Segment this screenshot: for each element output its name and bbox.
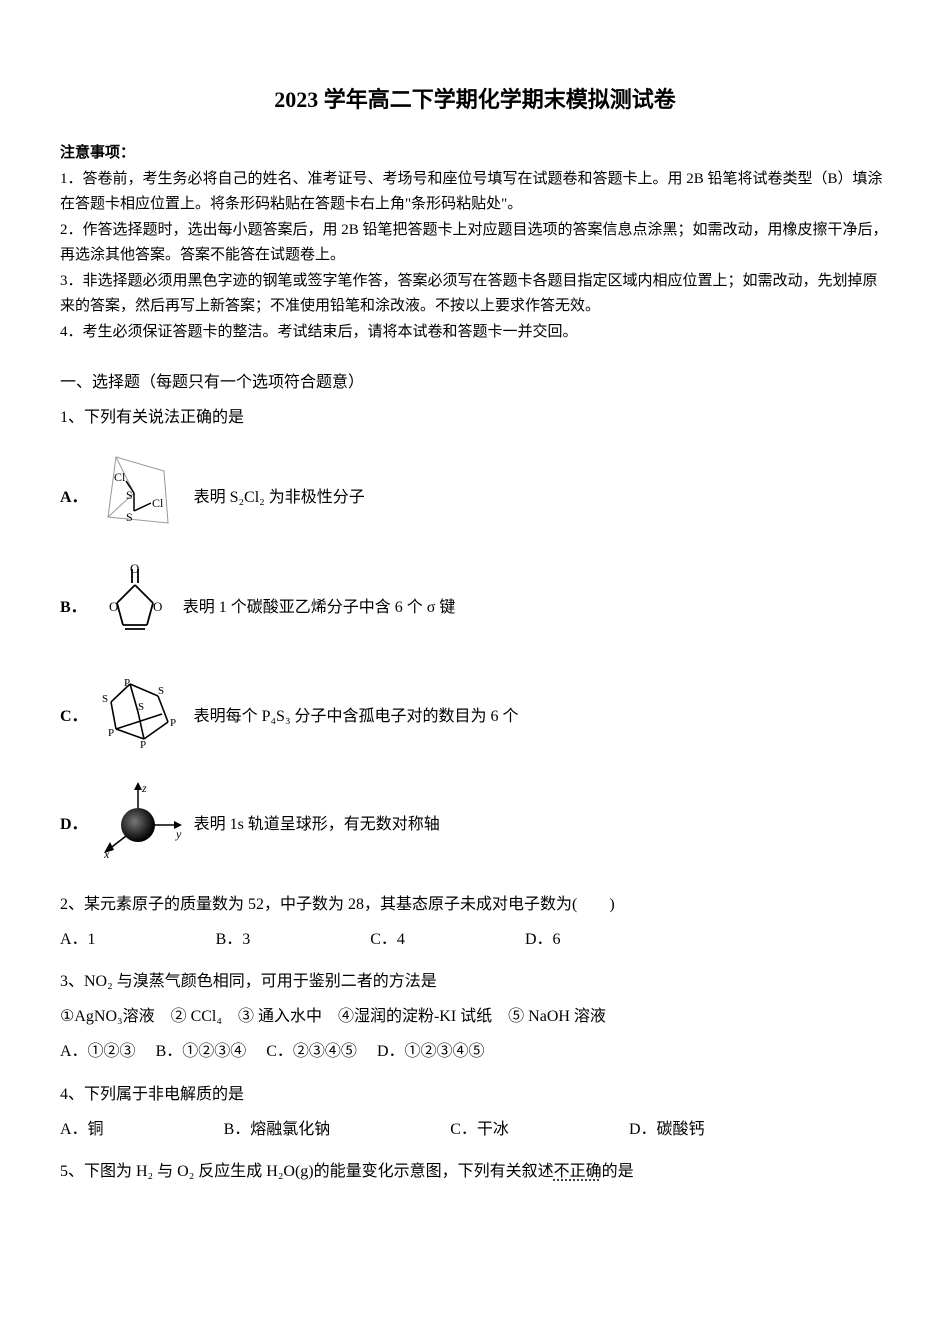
svg-text:P: P bbox=[124, 677, 130, 689]
q1-d-text: 表明 1s 轨道呈球形，有无数对称轴 bbox=[194, 811, 440, 840]
q1-a-label: A． bbox=[60, 484, 88, 513]
notice-header: 注意事项： bbox=[60, 140, 890, 167]
q3-sub: ①AgNO₃溶液 ② CCl₄ ③ 通入水中 ④湿润的淀粉-KI 试纸 ⑤ Na… bbox=[60, 1003, 890, 1032]
svg-text:S: S bbox=[138, 701, 144, 713]
q2-choice-c: C．4 bbox=[370, 926, 405, 955]
q4-choice-c: C．干冰 bbox=[450, 1116, 509, 1145]
notice-item-2: 2．作答选择题时，选出每小题答案后，用 2B 铅笔把答题卡上对应题目选项的答案信… bbox=[60, 218, 890, 269]
q2-choice-b: B．3 bbox=[216, 926, 251, 955]
q1-a-text: 表明 S₂Cl₂ 为非极性分子 bbox=[194, 484, 365, 513]
q4-choice-a: A．铜 bbox=[60, 1116, 104, 1145]
q1-d-label: D． bbox=[60, 811, 88, 840]
svg-text:S: S bbox=[126, 510, 133, 524]
svg-text:O: O bbox=[130, 563, 139, 576]
svg-text:S: S bbox=[126, 488, 133, 502]
q3-stem: 3、NO₂ 与溴蒸气颜色相同，可用于鉴别二者的方法是 bbox=[60, 968, 890, 997]
q1-c-label: C． bbox=[60, 703, 88, 732]
q3-choice-b: B．①②③④ bbox=[156, 1038, 247, 1067]
notice-item-3: 3．非选择题必须用黑色字迹的钢笔或签字笔作答，答案必须写在答题卡各题目指定区域内… bbox=[60, 269, 890, 320]
q5-stem-pre: 5、下图为 H₂ 与 O₂ 反应生成 H₂O(g)的能量变化示意图，下列有关叙述 bbox=[60, 1163, 554, 1180]
svg-text:O: O bbox=[153, 599, 162, 614]
q1-d-diagram-1s-orbital: z y x bbox=[96, 780, 186, 871]
svg-text:S: S bbox=[102, 693, 108, 705]
svg-text:z: z bbox=[141, 781, 147, 795]
q3-choices: A．①②③ B．①②③④ C．②③④⑤ D．①②③④⑤ bbox=[60, 1038, 890, 1067]
svg-text:S: S bbox=[158, 685, 164, 697]
q3-choice-a: A．①②③ bbox=[60, 1038, 136, 1067]
svg-text:P: P bbox=[170, 717, 176, 729]
q4-choice-d: D．碳酸钙 bbox=[629, 1116, 705, 1145]
q1-c-text: 表明每个 P₄S₃ 分子中含孤电子对的数目为 6 个 bbox=[194, 703, 519, 732]
q1-c-diagram-p4s3: P S S S P P P bbox=[96, 674, 186, 760]
q5-stem-post: 的是 bbox=[602, 1163, 634, 1180]
svg-text:O: O bbox=[109, 599, 118, 614]
q4-choices: A．铜 B．熔融氯化钠 C．干冰 D．碳酸钙 bbox=[60, 1116, 890, 1145]
q4-choice-b: B．熔融氯化钠 bbox=[224, 1116, 331, 1145]
q3-choice-c: C．②③④⑤ bbox=[266, 1038, 357, 1067]
q1-b-label: B． bbox=[60, 594, 87, 623]
q1-option-d: D． z y x 表明 1s 轨道呈球形，有无数对称轴 bbox=[60, 780, 890, 871]
q2-stem: 2、某元素原子的质量数为 52，中子数为 28，其基态原子未成对电子数为( ) bbox=[60, 891, 890, 920]
svg-text:x: x bbox=[103, 847, 110, 860]
section-1-header: 一、选择题（每题只有一个选项符合题意） bbox=[60, 369, 890, 398]
q3-choice-d: D．①②③④⑤ bbox=[377, 1038, 485, 1067]
q1-option-a: A． Cl S S Cl 表明 S₂Cl₂ 为非极性分子 bbox=[60, 453, 890, 544]
q1-b-diagram-vinylene-carbonate: O O O bbox=[95, 563, 175, 654]
q1-a-diagram-s2cl2: Cl S S Cl bbox=[96, 453, 186, 544]
page-title: 2023 学年高二下学期化学期末模拟测试卷 bbox=[60, 80, 890, 120]
notice-item-1: 1．答卷前，考生务必将自己的姓名、准考证号、考场号和座位号填写在试题卷和答题卡上… bbox=[60, 167, 890, 218]
svg-text:Cl: Cl bbox=[114, 470, 126, 484]
q2-choice-a: A．1 bbox=[60, 926, 96, 955]
svg-text:P: P bbox=[108, 727, 114, 739]
q1-b-text: 表明 1 个碳酸亚乙烯分子中含 6 个 σ 键 bbox=[183, 594, 456, 623]
q5-stem-neg: 不正确 bbox=[554, 1163, 602, 1180]
svg-text:P: P bbox=[140, 739, 146, 749]
q4-stem: 4、下列属于非电解质的是 bbox=[60, 1081, 890, 1110]
q1-stem: 1、下列有关说法正确的是 bbox=[60, 404, 890, 433]
notice-item-4: 4．考生必须保证答题卡的整洁。考试结束后，请将本试卷和答题卡一并交回。 bbox=[60, 320, 890, 346]
svg-text:Cl: Cl bbox=[152, 496, 164, 510]
q1-option-b: B． O O O 表明 1 个碳酸亚乙烯分子中含 6 个 σ 键 bbox=[60, 563, 890, 654]
q2-choice-d: D．6 bbox=[525, 926, 561, 955]
svg-text:y: y bbox=[175, 827, 182, 841]
q5-stem: 5、下图为 H₂ 与 O₂ 反应生成 H₂O(g)的能量变化示意图，下列有关叙述… bbox=[60, 1158, 890, 1187]
q1-option-c: C． P S S S P P P 表明每个 P₄S₃ 分子中含孤电子对的数目为 … bbox=[60, 674, 890, 760]
q2-choices: A．1 B．3 C．4 D．6 bbox=[60, 926, 890, 955]
